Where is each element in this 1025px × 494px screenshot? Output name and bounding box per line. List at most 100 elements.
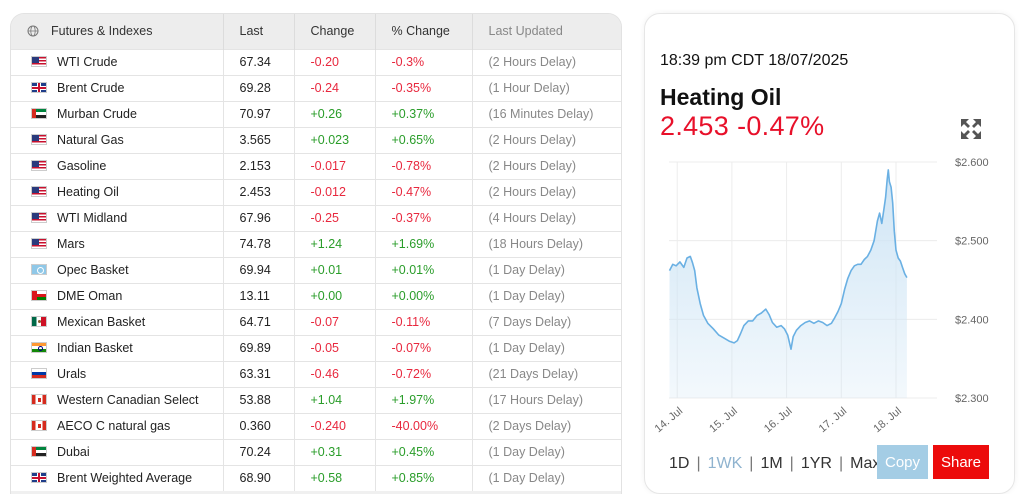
instrument-name: Mexican Basket bbox=[57, 315, 146, 329]
row-pct-change: +0.85% bbox=[375, 464, 473, 491]
header-pct-change[interactable]: % Change bbox=[375, 14, 473, 49]
flag-opec-icon bbox=[31, 264, 47, 275]
row-name[interactable]: Opec Basket bbox=[11, 256, 224, 283]
row-last: 69.89 bbox=[223, 334, 295, 361]
row-last-updated: (1 Day Delay) bbox=[472, 334, 621, 361]
row-name[interactable]: AECO C natural gas bbox=[11, 412, 224, 439]
share-button[interactable]: Share bbox=[933, 445, 989, 479]
row-pct-change: +0.45% bbox=[375, 438, 473, 465]
row-last: 69.94 bbox=[223, 256, 295, 283]
series-line bbox=[668, 169, 908, 350]
header-instrument-label: Futures & Indexes bbox=[51, 24, 153, 39]
row-last: 70.97 bbox=[223, 100, 295, 127]
row-pct-change: +0.00% bbox=[375, 282, 473, 309]
row-last: 2.453 bbox=[223, 178, 295, 205]
row-last: 64.71 bbox=[223, 308, 295, 335]
flag-ae-icon bbox=[31, 108, 47, 119]
header-last[interactable]: Last bbox=[223, 14, 295, 49]
table-row[interactable]: Western Canadian Select 53.88 +1.04 +1.97%(… bbox=[11, 386, 621, 413]
row-name[interactable]: Gasoline bbox=[11, 152, 224, 179]
row-pct-change: +0.01% bbox=[375, 256, 473, 283]
row-last-updated: (1 Day Delay) bbox=[472, 438, 621, 465]
row-name[interactable]: WTI Midland bbox=[11, 204, 224, 231]
range-separator: | bbox=[789, 455, 794, 472]
range-separator: | bbox=[696, 455, 701, 472]
row-last-updated: (16 Minutes Delay) bbox=[472, 100, 621, 127]
row-change: +0.00 bbox=[294, 282, 376, 309]
table-row[interactable]: Indian Basket 69.89 -0.05 -0.07% (1 Day Dela… bbox=[11, 334, 621, 361]
table-row[interactable]: DME Oman 13.11 +0.00 +0.00% (1 Day Delay) bbox=[11, 282, 621, 309]
table-row[interactable]: Brent Crude 69.28 -0.24 -0.35% (1 Hour Delay… bbox=[11, 74, 621, 101]
table-row[interactable]: Opec Basket 69.94 +0.01 +0.01% (1 Day Delay) bbox=[11, 256, 621, 283]
row-pct-change: -0.78% bbox=[375, 152, 473, 179]
instrument-name: WTI Midland bbox=[57, 211, 128, 225]
chart-card: 18:39 pm CDT 18/07/2025 Heating Oil 2.45… bbox=[644, 13, 1015, 494]
copy-button[interactable]: Copy bbox=[877, 445, 928, 479]
row-last: 70.24 bbox=[223, 438, 295, 465]
range-option-1yr[interactable]: 1YR bbox=[800, 455, 832, 472]
row-last: 74.78 bbox=[223, 230, 295, 257]
quote-timestamp: 18:39 pm CDT 18/07/2025 bbox=[660, 52, 849, 69]
table-row[interactable]: Gasoline 2.153 -0.017 -0.78% (2 Hours Delay) bbox=[11, 152, 621, 179]
table-row[interactable]: WTI Midland 67.96 -0.25 -0.37% (4 Hours Dela… bbox=[11, 204, 621, 231]
row-change: -0.20 bbox=[294, 48, 376, 75]
row-name[interactable]: Mexican Basket bbox=[11, 308, 224, 335]
range-option-1d[interactable]: 1D bbox=[669, 455, 690, 472]
price-chart[interactable]: $2.600 $2.500 $2.400 $2.300 14. Jul 15. Jul 16… bbox=[655, 154, 1007, 439]
row-name[interactable]: Western Canadian Select bbox=[11, 386, 224, 413]
instrument-name: Heating Oil bbox=[57, 185, 119, 199]
range-selector: 1D | 1WK | 1M | 1YR | Max bbox=[669, 455, 880, 473]
row-last: 53.88 bbox=[223, 386, 295, 413]
row-name[interactable]: Indian Basket bbox=[11, 334, 224, 361]
table-row[interactable]: Heating Oil 2.453 -0.012 -0.47% (2 Hours Del… bbox=[11, 178, 621, 205]
row-pct-change: +0.37% bbox=[375, 100, 473, 127]
table-row[interactable]: Natural Gas 3.565 +0.023 +0.65% (2 Hours Del… bbox=[11, 126, 621, 153]
row-last-updated: (1 Hour Delay) bbox=[472, 74, 621, 101]
range-option-1wk[interactable]: 1WK bbox=[707, 455, 743, 472]
row-pct-change: -0.47% bbox=[375, 178, 473, 205]
table-row[interactable]: Brent Weighted Average 68.90 +0.58 +0.85% (1… bbox=[11, 464, 621, 491]
row-pct-change: +1.97% bbox=[375, 386, 473, 413]
row-last: 67.34 bbox=[223, 48, 295, 75]
header-instrument[interactable]: Futures & Indexes bbox=[11, 14, 224, 49]
row-name[interactable]: Brent Weighted Average bbox=[11, 464, 224, 491]
row-name[interactable]: DME Oman bbox=[11, 282, 224, 309]
row-last: 2.153 bbox=[223, 152, 295, 179]
row-last: 67.96 bbox=[223, 204, 295, 231]
row-pct-change: -40.00% bbox=[375, 412, 473, 439]
table-row[interactable]: Dubai 70.24 +0.31 +0.45% (1 Day Delay) bbox=[11, 438, 621, 465]
row-name[interactable]: Heating Oil bbox=[11, 178, 224, 205]
row-name[interactable]: WTI Crude bbox=[11, 48, 224, 75]
instrument-name: Gasoline bbox=[57, 159, 107, 173]
row-name[interactable]: Urals bbox=[11, 360, 224, 387]
row-name[interactable]: Mars bbox=[11, 230, 224, 257]
row-name[interactable]: Dubai bbox=[11, 438, 224, 465]
row-change: -0.25 bbox=[294, 204, 376, 231]
table-row[interactable]: Urals 63.31 -0.46 -0.72% (21 Days Delay) bbox=[11, 360, 621, 387]
instrument-name: AECO C natural gas bbox=[57, 419, 171, 433]
row-change: -0.07 bbox=[294, 308, 376, 335]
row-pct-change: -0.72% bbox=[375, 360, 473, 387]
table-row[interactable]: WTI Crude 67.34 -0.20 -0.3% (2 Hours Delay) bbox=[11, 48, 621, 75]
header-last-updated[interactable]: Last Updated bbox=[472, 14, 621, 49]
row-change: -0.017 bbox=[294, 152, 376, 179]
table-row[interactable]: Mexican Basket 64.71 -0.07 -0.11% (7 Days De… bbox=[11, 308, 621, 335]
row-pct-change: +0.65% bbox=[375, 126, 473, 153]
range-option-max[interactable]: Max bbox=[850, 455, 881, 472]
row-last: 68.90 bbox=[223, 464, 295, 491]
row-name[interactable]: Natural Gas bbox=[11, 126, 224, 153]
expand-icon[interactable] bbox=[960, 118, 982, 140]
table-row[interactable]: AECO C natural gas 0.360 -0.240 -40.00% (2 D… bbox=[11, 412, 621, 439]
range-option-1m[interactable]: 1M bbox=[760, 455, 783, 472]
table-row[interactable]: Mars 74.78 +1.24 +1.69% (18 Hours Delay) bbox=[11, 230, 621, 257]
row-name[interactable]: Brent Crude bbox=[11, 74, 224, 101]
row-name[interactable]: Murban Crude bbox=[11, 100, 224, 127]
row-last: 63.31 bbox=[223, 360, 295, 387]
row-last: 69.28 bbox=[223, 74, 295, 101]
instrument-name: Urals bbox=[57, 367, 87, 381]
table-body: WTI Crude 67.34 -0.20 -0.3% (2 Hours Delay) B… bbox=[11, 48, 621, 491]
table-row[interactable]: Murban Crude 70.97 +0.26 +0.37% (16 Minutes … bbox=[11, 100, 621, 127]
flag-ru-icon bbox=[31, 368, 47, 379]
header-change[interactable]: Change bbox=[294, 14, 376, 49]
flag-uk-icon bbox=[31, 472, 47, 484]
